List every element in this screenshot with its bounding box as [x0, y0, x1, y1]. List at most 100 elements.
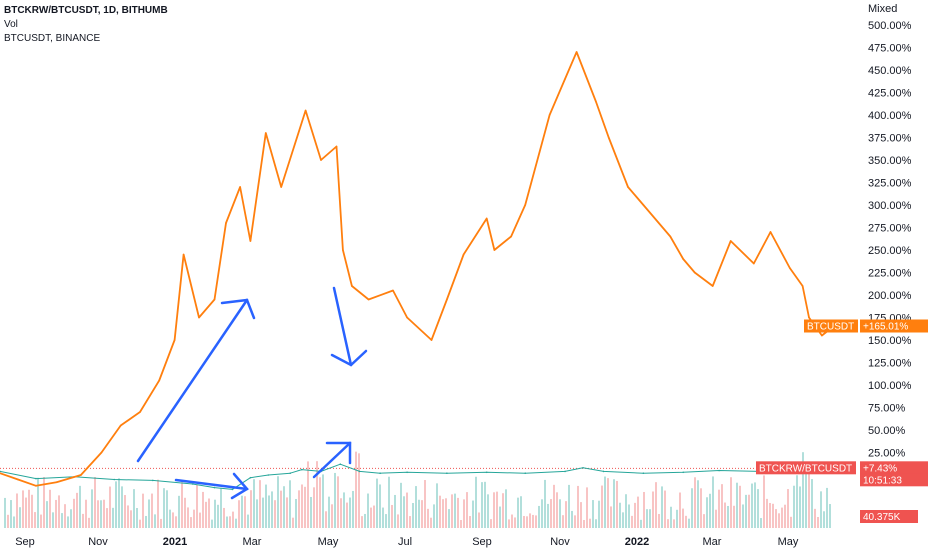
y-tick-label: 25.00% — [868, 448, 906, 460]
btcusdt-series-line[interactable] — [0, 51, 834, 487]
ratio-series-tag[interactable]: BTCKRW/BTCUSDT — [756, 461, 856, 475]
volume-bar — [115, 481, 117, 528]
ratio-series-point — [231, 488, 234, 491]
btcusdt-series-point — [265, 132, 267, 134]
volume-bar — [748, 494, 750, 528]
scale-mode-label[interactable]: Mixed — [868, 3, 897, 15]
volume-bar — [361, 516, 363, 528]
volume-bar — [457, 497, 459, 528]
btcusdt-series-point — [392, 289, 394, 292]
volume-bar — [172, 512, 174, 528]
volume-bar — [778, 513, 780, 528]
main-symbol-label[interactable]: BTCKRW/BTCUSDT, 1D, BITHUMB — [4, 5, 168, 16]
volume-bar — [652, 491, 654, 528]
volume-bar — [106, 508, 108, 528]
volume-bar — [397, 514, 399, 528]
x-tick-label: Nov — [550, 536, 570, 548]
volume-bar — [52, 512, 54, 528]
volume-bar — [526, 516, 528, 528]
volume-bar — [7, 514, 9, 528]
volume-bar — [358, 453, 360, 528]
btcusdt-series-point — [485, 217, 488, 220]
volume-bar — [583, 519, 585, 528]
ratio-series-point — [358, 470, 361, 473]
volume-bar — [664, 490, 666, 528]
btcusdt-series-point — [100, 451, 103, 454]
btcusdt-series-point — [788, 267, 791, 269]
volume-bar — [223, 507, 225, 528]
btcusdt-value-tag[interactable]: +165.01% — [860, 319, 928, 333]
volume-bar — [445, 498, 447, 528]
y-tick-label: 325.00% — [868, 178, 912, 190]
volume-bar — [340, 498, 342, 528]
volume-bar — [820, 491, 822, 528]
btcusdt-series-point — [564, 78, 566, 80]
y-tick-label: 425.00% — [868, 88, 912, 100]
volume-bar — [724, 502, 726, 528]
ratio-series-point — [379, 472, 381, 475]
volume-bar — [133, 489, 135, 528]
volume-bar — [502, 493, 504, 528]
volume-bar — [754, 482, 756, 528]
compare-symbol-label[interactable]: BTCUSDT, BINANCE — [4, 33, 101, 44]
volume-bar — [598, 500, 600, 528]
ratio-value-tag[interactable]: +7.43% — [860, 461, 928, 475]
btcusdt-series-tag-text: BTCUSDT — [807, 322, 854, 333]
ratio-value-tag-text: +7.43% — [863, 463, 897, 474]
volume-bar — [619, 502, 621, 528]
volume-value-tag[interactable]: 40.375K — [860, 510, 918, 523]
volume-bar — [643, 491, 645, 528]
volume-bar — [751, 483, 753, 528]
volume-bar — [826, 487, 828, 528]
arrow-shaft — [312, 441, 352, 479]
bar-countdown-tag[interactable]: 10:51:33 — [860, 473, 928, 487]
volume-bar — [67, 516, 69, 528]
volume-bar — [601, 485, 603, 528]
y-tick-label: 200.00% — [868, 290, 912, 302]
volume-bar — [136, 507, 138, 528]
volume-bar — [541, 499, 543, 528]
volume-bar — [637, 496, 639, 528]
volume-indicator-label[interactable]: Vol — [4, 19, 18, 30]
volume-bar — [811, 479, 813, 528]
volume-bar — [43, 476, 45, 528]
volume-bar — [187, 507, 189, 528]
volume-bar — [391, 504, 393, 528]
volume-bar — [157, 479, 159, 528]
volume-bar — [520, 496, 522, 528]
volume-value-tag-text: 40.375K — [863, 512, 901, 523]
volume-bar — [49, 489, 51, 528]
volume-bar — [145, 515, 147, 528]
volume-bar — [682, 508, 684, 528]
volume-bar — [667, 519, 669, 528]
y-tick-label: 400.00% — [868, 110, 912, 122]
volume-bar — [10, 500, 12, 528]
volume-bar — [55, 499, 57, 528]
volume-bar — [118, 478, 120, 528]
volume-bar — [238, 500, 240, 528]
arrow-shaft — [174, 478, 249, 491]
volume-bar — [163, 488, 165, 528]
volume-bar — [427, 508, 429, 528]
volume-bar — [802, 452, 804, 528]
volume-bar — [769, 502, 771, 528]
btcusdt-series-tag-bg — [804, 319, 858, 333]
x-tick-label: Sep — [15, 536, 35, 548]
volume-bar — [178, 495, 180, 528]
volume-bar — [364, 513, 366, 528]
plot-area[interactable] — [0, 0, 858, 550]
volume-bar — [721, 484, 723, 528]
volume-bar — [193, 509, 195, 528]
volume-bar — [463, 499, 465, 528]
volume-bar — [562, 515, 564, 528]
arrow-head — [220, 298, 256, 320]
volume-bar — [259, 480, 261, 528]
btcusdt-series-tag[interactable]: BTCUSDT — [804, 319, 858, 333]
ratio-series-point — [0, 470, 1, 473]
volume-bar — [346, 502, 348, 528]
volume-bar — [586, 487, 588, 528]
btcusdt-series-point — [729, 240, 732, 242]
btcusdt-series-point — [55, 481, 58, 484]
y-tick-label: 75.00% — [868, 403, 906, 415]
